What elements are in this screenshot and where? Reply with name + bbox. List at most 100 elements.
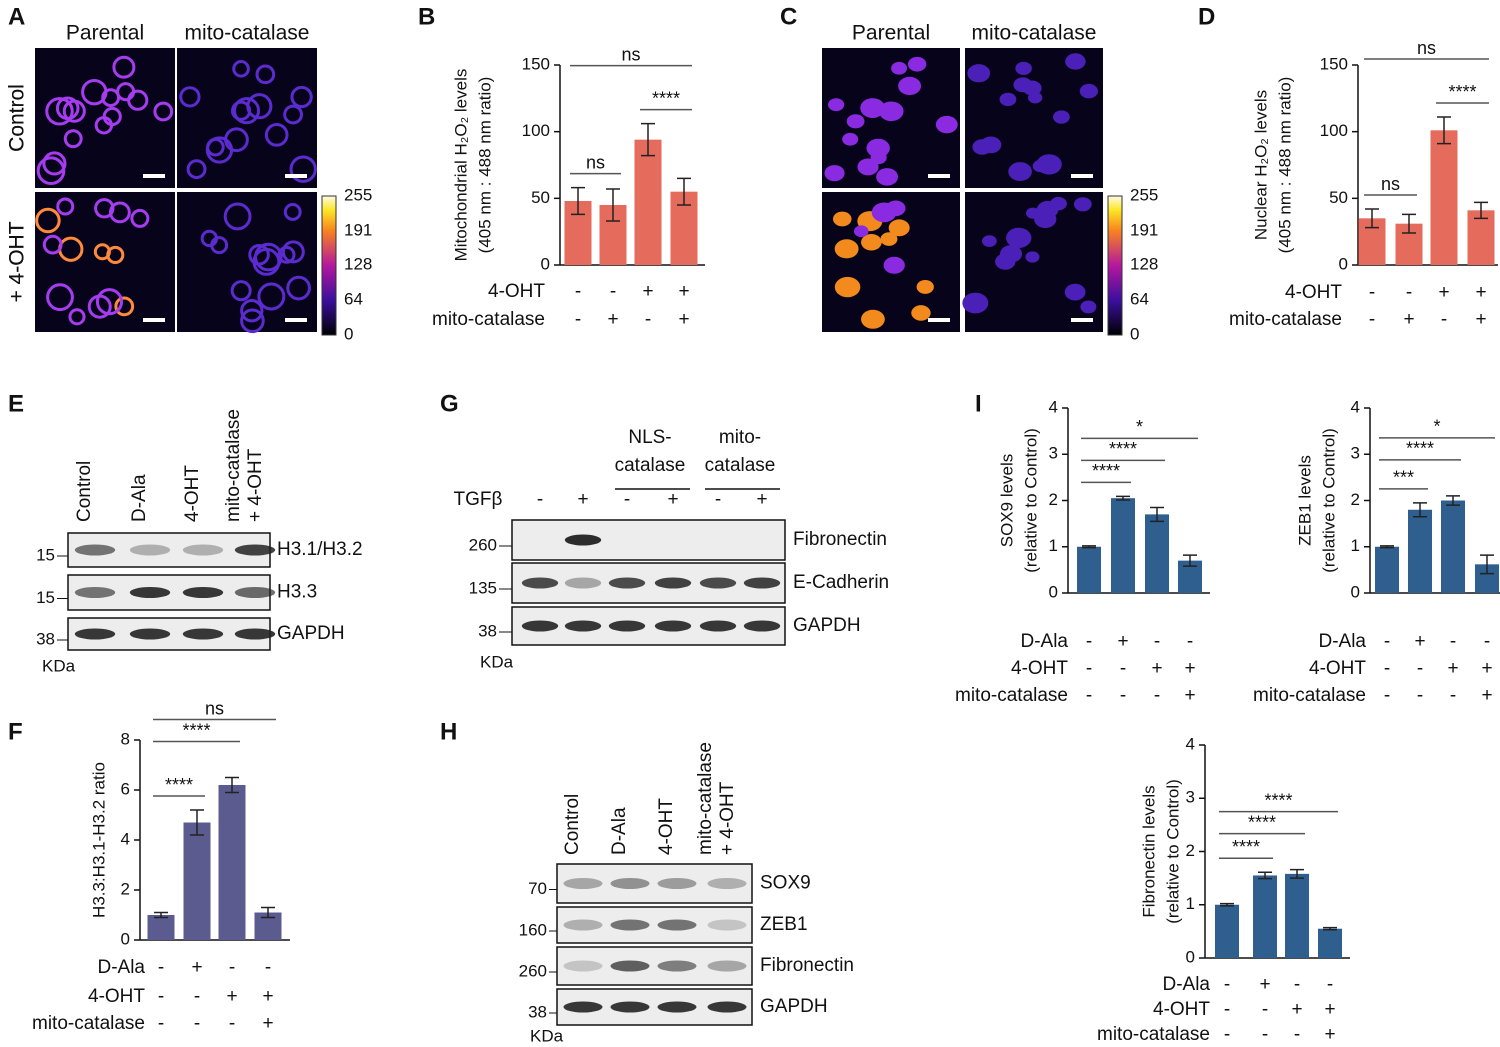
condition-sign: + <box>1414 631 1425 652</box>
marker-label: 15 <box>36 545 55 564</box>
bar <box>1430 130 1458 265</box>
nucleus <box>1013 77 1033 93</box>
bar <box>1145 514 1169 593</box>
condition-sign: - <box>1224 999 1230 1020</box>
bar <box>218 785 246 940</box>
row-name: GAPDH <box>760 996 828 1017</box>
nucleus <box>962 292 989 314</box>
condition-sign: + <box>1184 658 1195 679</box>
nucleus <box>880 232 898 246</box>
nucleus <box>861 234 882 251</box>
nucleus <box>834 276 861 298</box>
colorbar-label: 0 <box>344 324 353 343</box>
row-name: H3.1/H3.2 <box>277 539 363 560</box>
condition-sign: - <box>158 986 164 1007</box>
panel-letter: C <box>780 3 797 30</box>
condition-name: 4-OHT <box>88 986 145 1007</box>
condition-sign: - <box>1224 974 1230 995</box>
significance-label: **** <box>1109 439 1137 459</box>
unit-label: KDa <box>530 1026 564 1045</box>
row-name: GAPDH <box>793 615 861 636</box>
band <box>707 960 747 972</box>
band <box>657 960 697 972</box>
nucleus <box>842 132 859 146</box>
cell <box>179 86 201 108</box>
row-name: Fibronectin <box>760 955 854 976</box>
band <box>129 628 171 640</box>
error-bar <box>1082 545 1096 549</box>
colorbar-label: 255 <box>344 185 372 204</box>
condition-sign: + <box>1117 631 1128 652</box>
condition-sign: + <box>1151 658 1162 679</box>
cell <box>45 97 74 126</box>
band <box>610 919 650 931</box>
band <box>234 544 276 556</box>
group-label: mito- <box>719 427 761 448</box>
error-bar <box>261 906 275 919</box>
band <box>657 919 697 931</box>
condition-sign: + <box>1438 282 1449 303</box>
treatment-sign: + <box>756 489 767 510</box>
condition-name: D-Ala <box>1318 631 1366 652</box>
y-tick-label: 50 <box>1329 188 1348 207</box>
condition-sign: - <box>1187 631 1193 652</box>
band <box>564 534 602 546</box>
condition-sign: + <box>1447 658 1458 679</box>
condition-name: 4-OHT <box>1309 658 1366 679</box>
cell <box>68 308 86 326</box>
significance-label: **** <box>1232 837 1260 857</box>
error-bar <box>1437 116 1451 145</box>
nucleus <box>828 98 845 112</box>
band <box>699 577 737 589</box>
y-tick-label: 0 <box>1186 947 1195 966</box>
bar <box>1215 904 1239 958</box>
cell <box>95 288 124 316</box>
row-label: Control <box>6 84 29 152</box>
significance-label: ns <box>1381 174 1400 194</box>
band <box>234 628 276 640</box>
cell <box>46 283 74 312</box>
condition-sign: + <box>1184 685 1195 706</box>
nucleus <box>1028 91 1043 104</box>
condition-sign: - <box>1484 631 1490 652</box>
condition-sign: - <box>1294 1024 1300 1045</box>
y-axis-label: Fibronectin levels <box>1139 785 1158 917</box>
cell <box>114 296 135 317</box>
y-tick-label: 1 <box>1186 894 1195 913</box>
lane-label: D-Ala <box>129 474 150 522</box>
nucleus <box>870 151 887 165</box>
y-axis-label: Nuclear H₂O₂ levels <box>1251 90 1270 240</box>
condition-sign: - <box>1450 631 1456 652</box>
error-bar <box>571 186 585 216</box>
y-tick-label: 150 <box>1320 54 1348 73</box>
y-tick-label: 2 <box>1049 490 1058 509</box>
condition-sign: + <box>191 957 202 978</box>
cell <box>283 104 304 125</box>
condition-sign: - <box>1086 631 1092 652</box>
condition-sign: - <box>1327 974 1333 995</box>
y-tick-label: 0 <box>1049 582 1058 601</box>
y-tick-label: 4 <box>121 829 130 848</box>
row-name: E-Cadherin <box>793 572 889 593</box>
cell <box>231 100 252 121</box>
significance-label: ns <box>621 44 640 64</box>
band <box>707 1001 747 1013</box>
micrograph <box>822 192 960 332</box>
condition-sign: + <box>1475 309 1486 330</box>
bar <box>1318 928 1342 958</box>
bar <box>183 822 211 940</box>
cell <box>56 197 75 216</box>
condition-name: D-Ala <box>1162 974 1210 995</box>
y-axis-label: (405 nm : 488 nm ratio) <box>1275 77 1294 254</box>
condition-sign: - <box>1417 685 1423 706</box>
y-tick-label: 2 <box>1186 841 1195 860</box>
cell <box>101 88 121 108</box>
nucleus <box>1073 197 1092 212</box>
band <box>564 577 602 589</box>
y-tick-label: 1 <box>1049 536 1058 555</box>
panel-letter: F <box>8 718 23 745</box>
error-bar <box>1480 554 1494 575</box>
error-bar <box>1290 868 1304 879</box>
band <box>521 620 559 632</box>
y-axis-label: Mitochondrial H₂O₂ levels <box>451 69 470 262</box>
